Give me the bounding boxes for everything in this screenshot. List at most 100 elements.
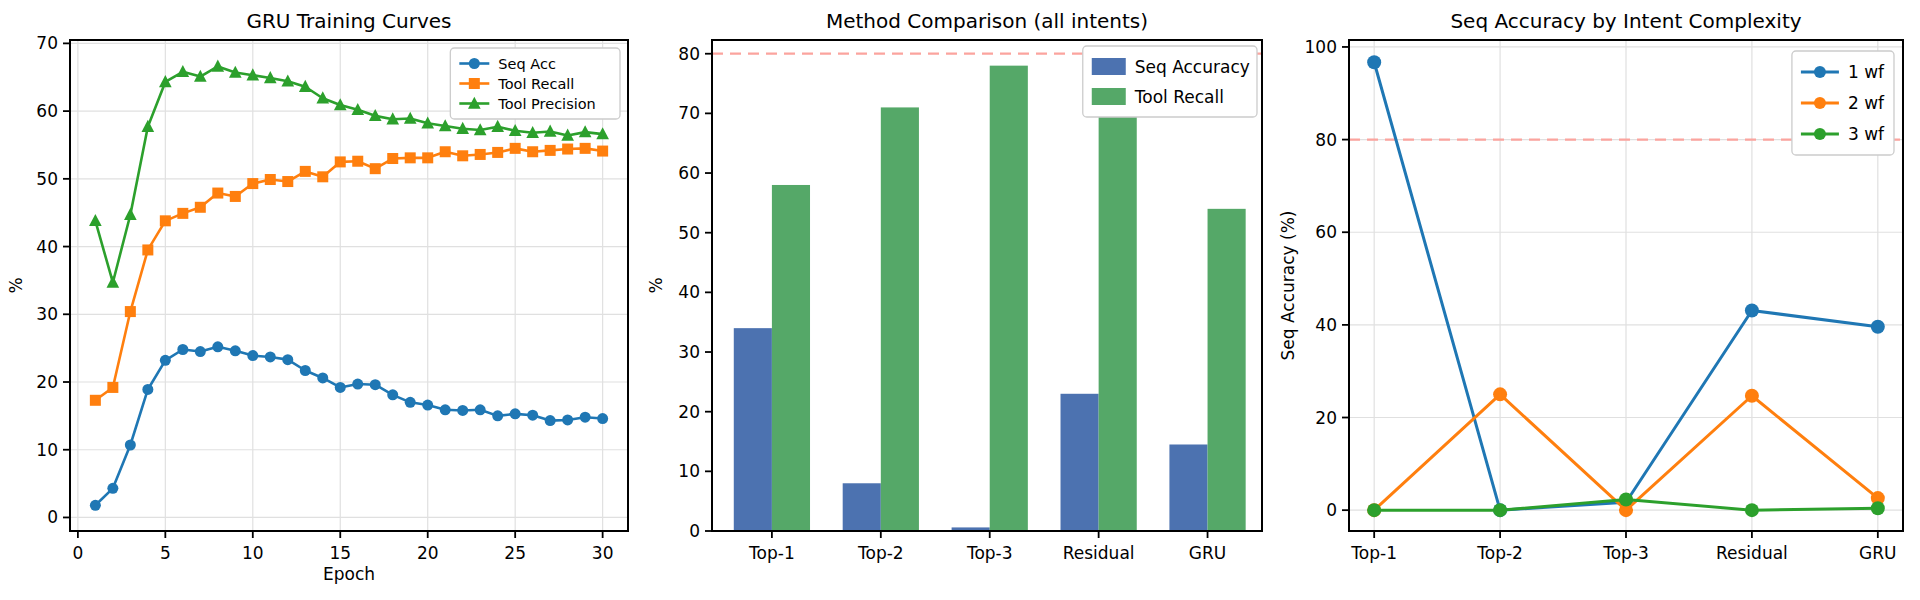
- y-tick-label: 40: [36, 237, 58, 257]
- y-tick-label: 70: [678, 103, 700, 123]
- y-tick-label: 20: [36, 372, 58, 392]
- legend-label-seq-accuracy: Seq Accuracy: [1135, 57, 1250, 77]
- series-line-tool-recall: [95, 148, 602, 400]
- bar-tool-recall-top-2: [881, 107, 919, 531]
- marker-seq-acc: [265, 351, 276, 362]
- marker-seq-acc: [195, 346, 206, 357]
- figure-canvas: 051015202530010203040506070GRU Training …: [0, 0, 1920, 600]
- x-tick-label: GRU: [1859, 543, 1896, 563]
- bar-tool-recall-top-3: [990, 66, 1028, 531]
- marker-seq-acc: [160, 355, 171, 366]
- marker-tool-recall: [177, 208, 188, 219]
- marker-tool-recall: [230, 191, 241, 202]
- y-tick-label: 10: [678, 461, 700, 481]
- marker-2-wf: [1493, 387, 1507, 401]
- legend-label-seq-acc: Seq Acc: [498, 56, 556, 72]
- x-tick-label: Top-2: [1476, 543, 1523, 563]
- marker-tool-recall: [142, 244, 153, 255]
- y-axis-label: %: [646, 277, 666, 293]
- marker-tool-precision: [211, 60, 224, 72]
- marker-3-wf: [1367, 503, 1381, 517]
- marker-tool-recall: [492, 147, 503, 158]
- marker-3-wf: [1745, 503, 1759, 517]
- marker-tool-recall: [422, 152, 433, 163]
- marker-1-wf: [1367, 55, 1381, 69]
- marker-tool-recall: [247, 178, 258, 189]
- x-tick-label: 5: [160, 543, 171, 563]
- y-axis-label: %: [6, 277, 26, 293]
- marker-seq-acc: [597, 413, 608, 424]
- marker-seq-acc: [107, 483, 118, 494]
- y-tick-label: 0: [1326, 500, 1337, 520]
- y-tick-label: 60: [678, 163, 700, 183]
- marker-3-wf: [1619, 493, 1633, 507]
- marker-tool-precision: [176, 65, 189, 77]
- bar-tool-recall-top-1: [772, 185, 810, 531]
- marker-seq-acc: [510, 408, 521, 419]
- legend: Seq Accuracy Tool Recall: [1083, 46, 1257, 117]
- marker-seq-acc: [527, 410, 538, 421]
- legend-label-tool-recall: Tool Recall: [497, 76, 574, 92]
- marker-1-wf: [1745, 304, 1759, 318]
- bar-tool-recall-residual: [1099, 113, 1137, 531]
- x-tick-label: Top-2: [857, 543, 904, 563]
- x-axis-label: Epoch: [323, 564, 375, 584]
- marker-tool-recall: [282, 176, 293, 187]
- marker-3-wf: [1871, 501, 1885, 515]
- marker-seq-acc: [457, 405, 468, 416]
- marker-seq-acc: [352, 379, 363, 390]
- marker-seq-acc: [317, 372, 328, 383]
- chart-title: Method Comparison (all intents): [826, 9, 1148, 33]
- legend-label-1-wf: 1 wf: [1848, 62, 1885, 82]
- marker-seq-acc: [247, 350, 258, 361]
- x-tick-label: 20: [417, 543, 439, 563]
- marker-tool-recall: [387, 153, 398, 164]
- legend-label-tool-recall: Tool Recall: [1134, 87, 1224, 107]
- legend-label-2-wf: 2 wf: [1848, 93, 1885, 113]
- legend-marker-tool-recall: [469, 78, 480, 89]
- marker-tool-recall: [195, 202, 206, 213]
- y-tick-label: 80: [678, 44, 700, 64]
- marker-seq-acc: [230, 345, 241, 356]
- x-tick-label: GRU: [1189, 543, 1226, 563]
- marker-tool-recall: [125, 306, 136, 317]
- marker-seq-acc: [580, 412, 591, 423]
- marker-seq-acc: [422, 400, 433, 411]
- y-tick-label: 0: [689, 521, 700, 541]
- x-tick-label: Residual: [1716, 543, 1788, 563]
- bar-seq-accuracy-top-1: [734, 328, 772, 531]
- marker-seq-acc: [545, 415, 556, 426]
- marker-tool-recall: [352, 156, 363, 167]
- x-tick-label: Top-3: [966, 543, 1013, 563]
- y-axis-label: Seq Accuracy (%): [1278, 211, 1298, 361]
- y-tick-label: 20: [1315, 408, 1337, 428]
- marker-tool-recall: [160, 215, 171, 226]
- marker-tool-recall: [510, 143, 521, 154]
- marker-tool-recall: [562, 144, 573, 155]
- marker-seq-acc: [212, 341, 223, 352]
- bar-seq-accuracy-residual: [1061, 394, 1099, 531]
- chart-title: GRU Training Curves: [246, 9, 451, 33]
- marker-seq-acc: [562, 414, 573, 425]
- marker-seq-acc: [387, 389, 398, 400]
- marker-seq-acc: [475, 404, 486, 415]
- marker-seq-acc: [405, 397, 416, 408]
- marker-tool-recall: [107, 382, 118, 393]
- marker-tool-recall: [545, 145, 556, 156]
- marker-tool-recall: [405, 152, 416, 163]
- y-tick-label: 30: [678, 342, 700, 362]
- chart-gru-training-curves: 051015202530010203040506070GRU Training …: [0, 0, 650, 600]
- marker-1-wf: [1871, 320, 1885, 334]
- x-tick-label: 0: [72, 543, 83, 563]
- marker-seq-acc: [90, 500, 101, 511]
- marker-tool-precision: [316, 91, 329, 103]
- legend-marker-seq-acc: [469, 58, 480, 69]
- legend-marker-1-wf: [1814, 66, 1826, 78]
- bar-seq-accuracy-top-2: [843, 483, 881, 531]
- marker-seq-acc: [125, 439, 136, 450]
- marker-3-wf: [1493, 503, 1507, 517]
- x-tick-label: Top-3: [1602, 543, 1649, 563]
- chart-method-comparison: Top-1Top-2Top-3ResidualGRU01020304050607…: [640, 0, 1270, 600]
- marker-tool-recall: [335, 156, 346, 167]
- marker-seq-acc: [370, 379, 381, 390]
